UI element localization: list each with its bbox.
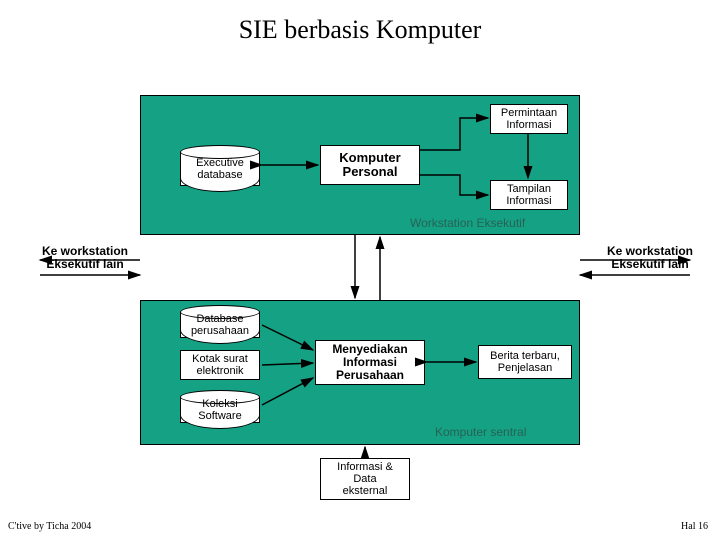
footer-page-number: Hal 16	[681, 521, 708, 532]
menyediakan-label: MenyediakanInformasiPerusahaan	[332, 343, 407, 383]
informasi-eksternal-box: Informasi &Dataeksternal	[320, 458, 410, 500]
ke-workstation-right-label: Ke workstationEksekutif lain	[590, 245, 710, 271]
koleksi-software-label: KoleksiSoftware	[198, 398, 241, 422]
berita-terbaru-box: Berita terbaru,Penjelasan	[478, 345, 572, 379]
menyediakan-informasi-box: MenyediakanInformasiPerusahaan	[315, 340, 425, 385]
tampilan-informasi-box: TampilanInformasi	[490, 180, 568, 210]
ke-workstation-left-label: Ke workstationEksekutif lain	[30, 245, 140, 271]
kotak-surat-label: Kotak suratelektronik	[192, 353, 248, 377]
executive-database-cylinder: Executivedatabase	[180, 152, 260, 186]
kotak-surat-box: Kotak suratelektronik	[180, 350, 260, 380]
tampilan-label: TampilanInformasi	[506, 183, 551, 207]
permintaan-label: PermintaanInformasi	[501, 107, 557, 131]
database-perusahaan-label: Databaseperusahaan	[191, 313, 249, 337]
page-title: SIE berbasis Komputer	[0, 15, 720, 45]
informasi-eksternal-label: Informasi &Dataeksternal	[337, 461, 393, 497]
executive-database-label: Executivedatabase	[196, 157, 244, 181]
footer-credit: C'tive by Ticha 2004	[8, 521, 91, 532]
koleksi-software-cylinder: KoleksiSoftware	[180, 397, 260, 423]
komputer-personal-label: KomputerPersonal	[339, 151, 400, 180]
database-perusahaan-cylinder: Databaseperusahaan	[180, 312, 260, 338]
komputer-sentral-label: Komputer sentral	[435, 425, 526, 439]
permintaan-informasi-box: PermintaanInformasi	[490, 104, 568, 134]
komputer-personal-box: KomputerPersonal	[320, 145, 420, 185]
workstation-eksekutif-label: Workstation Eksekutif	[410, 216, 525, 230]
berita-label: Berita terbaru,Penjelasan	[490, 350, 560, 374]
